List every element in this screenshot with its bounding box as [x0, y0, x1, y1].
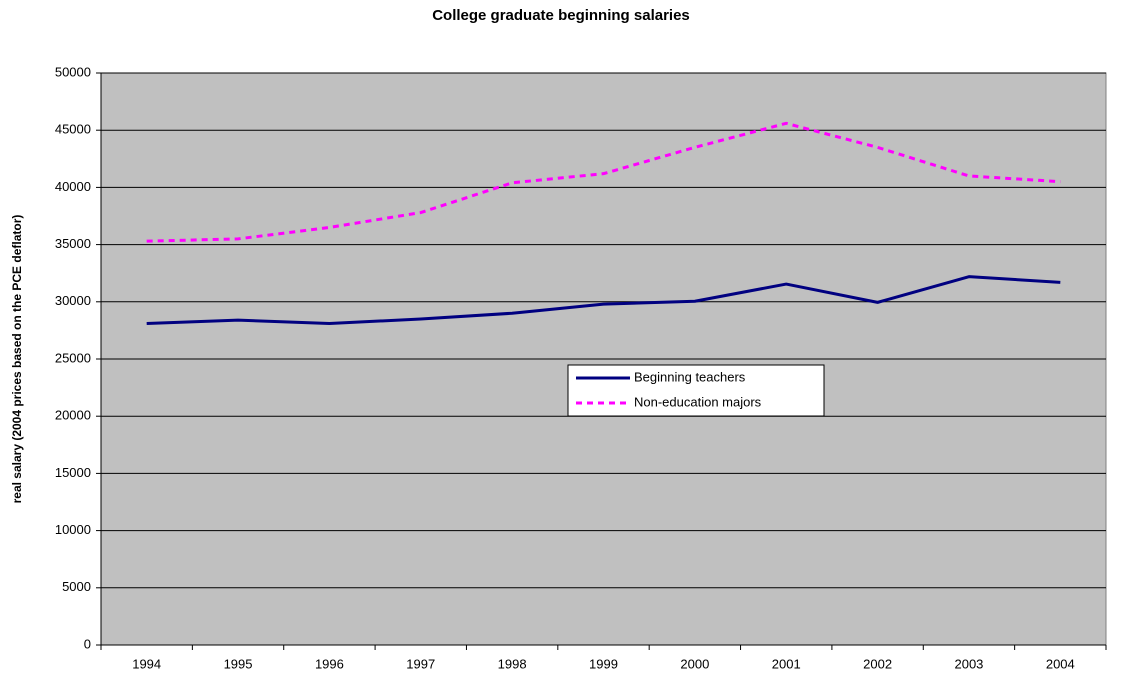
x-tick-label: 2003 [954, 656, 983, 671]
legend-box [567, 364, 825, 417]
x-tick-label: 1999 [589, 656, 618, 671]
legend-label: Beginning teachers [634, 369, 746, 384]
data-line [146, 121, 1061, 243]
y-tick-label: 50000 [55, 64, 91, 79]
x-tick-label: 1996 [315, 656, 344, 671]
y-tick-label: 45000 [55, 122, 91, 137]
data-line [146, 275, 1061, 326]
y-tick-label: 35000 [55, 236, 91, 251]
y-tick-label: 20000 [55, 408, 91, 423]
x-tick-label: 1997 [406, 656, 435, 671]
x-tick-label: 2001 [772, 656, 801, 671]
y-tick-label: 0 [84, 636, 91, 651]
y-axis-label: real salary (2004 prices based on the PC… [10, 215, 24, 504]
y-tick-label: 40000 [55, 179, 91, 194]
x-tick-label: 1994 [132, 656, 161, 671]
x-tick-label: 2002 [863, 656, 892, 671]
legend: Beginning teachers Non-education majors [567, 364, 825, 417]
legend-label: Non-education majors [634, 394, 762, 409]
x-tick-label: 2000 [680, 656, 709, 671]
x-tick-label: 1998 [498, 656, 527, 671]
y-tick-label: 15000 [55, 465, 91, 480]
x-tick-label: 2004 [1046, 656, 1075, 671]
y-tick-label: 25000 [55, 350, 91, 365]
x-tick-label: 1995 [224, 656, 253, 671]
y-tick-label: 5000 [62, 579, 91, 594]
y-tick-label: 30000 [55, 293, 91, 308]
chart-title: College graduate beginning salaries [432, 7, 690, 24]
y-tick-label: 10000 [55, 522, 91, 537]
